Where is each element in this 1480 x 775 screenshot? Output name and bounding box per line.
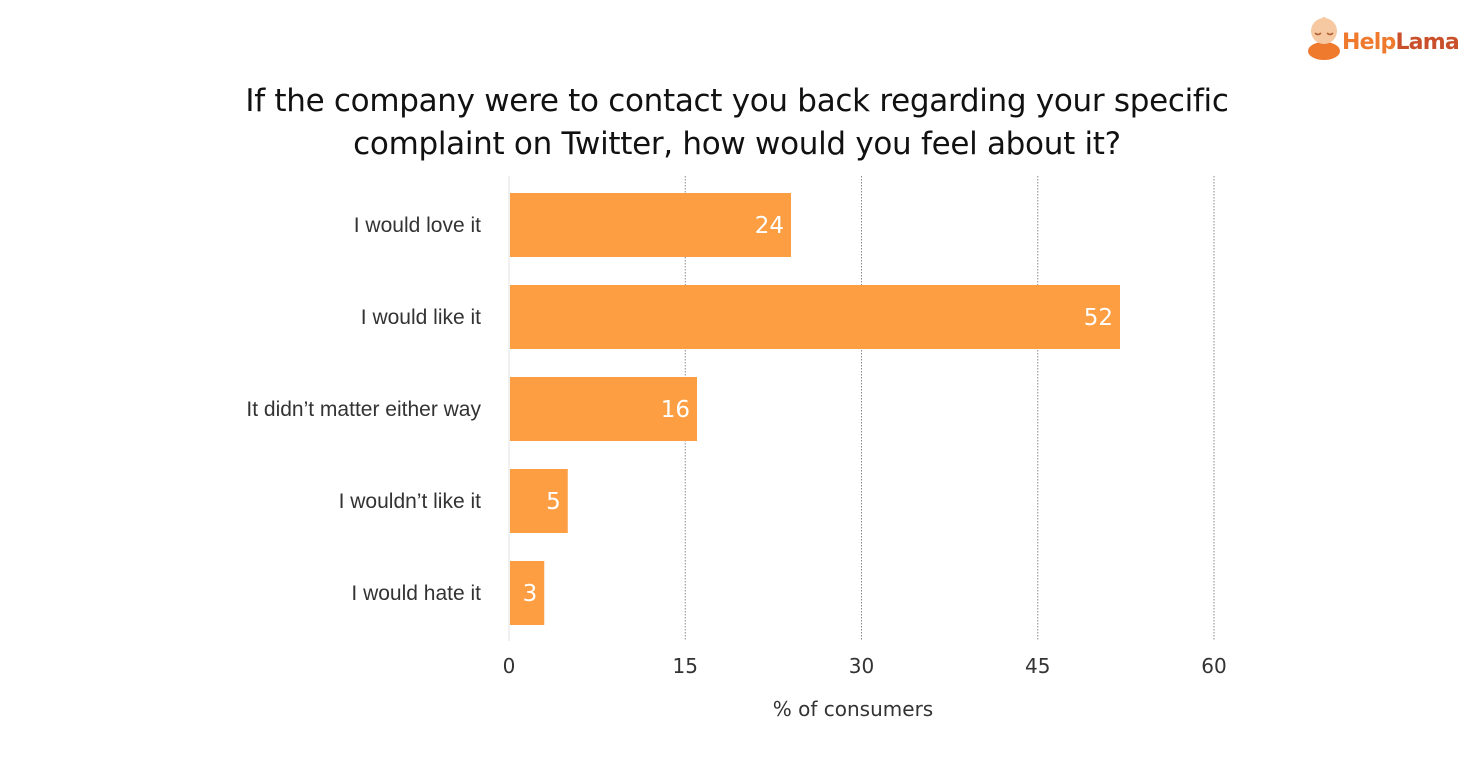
x-tick-label-30: 30	[849, 654, 874, 678]
category-label-4: I wouldn’t like it	[339, 490, 482, 513]
x-tick-label-0: 0	[503, 654, 516, 678]
helplama-logo: HelpLama	[1342, 30, 1460, 55]
logo-text-help: Help	[1342, 30, 1396, 55]
bar-5	[510, 561, 545, 625]
bar-1	[510, 193, 791, 257]
category-label-3: It didn’t matter either way	[246, 398, 481, 421]
bar-value-label-5: 3	[523, 581, 538, 607]
category-label-1: I would love it	[354, 214, 481, 237]
bar-3	[510, 377, 697, 441]
bar-4	[510, 469, 568, 533]
category-label-2: I would like it	[361, 306, 481, 329]
bar-value-label-1: 24	[755, 213, 784, 239]
x-tick-label-60: 60	[1201, 654, 1226, 678]
bar-2	[510, 285, 1120, 349]
x-axis-title: % of consumers	[773, 697, 933, 721]
chart-title: If the company were to contact you back …	[245, 83, 1229, 162]
bar-value-label-4: 5	[546, 489, 561, 515]
bar-value-label-3: 16	[661, 397, 690, 423]
logo-text-lama: Lama	[1395, 30, 1459, 55]
bar-value-label-2: 52	[1084, 305, 1113, 331]
category-label-5: I would hate it	[351, 582, 481, 605]
lama-mascot-icon	[1308, 17, 1340, 60]
x-tick-label-15: 15	[673, 654, 698, 678]
x-tick-label-45: 45	[1025, 654, 1050, 678]
